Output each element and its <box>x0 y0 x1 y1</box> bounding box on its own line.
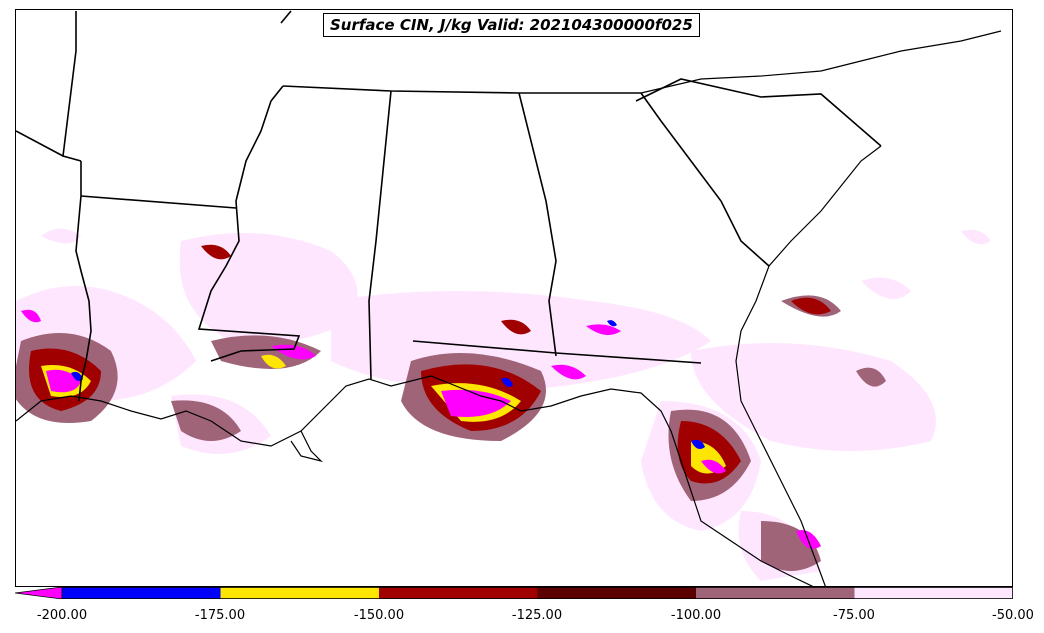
cin-region-blue <box>691 439 705 449</box>
cin-region-magenta <box>21 309 41 323</box>
colorbar-outline <box>61 587 1013 599</box>
arkansas-border <box>62 11 82 162</box>
gulf-coast <box>16 375 814 586</box>
cin-region-mauve <box>856 367 886 387</box>
map-panel <box>15 9 1013 587</box>
cin-region-magenta <box>46 369 81 393</box>
colorbar-bin <box>696 587 855 599</box>
cin-region-red <box>791 297 831 315</box>
map-title: Surface CIN, J/kg Valid: 202104300000f02… <box>323 13 700 37</box>
cin-region-magenta <box>551 364 586 380</box>
colorbar-tick-label: -50.00 <box>992 608 1034 623</box>
colorbar-tick-label: -100.00 <box>670 608 722 623</box>
mississippi-delta <box>290 430 323 463</box>
florida-border <box>412 340 702 364</box>
cin-region-red <box>201 244 231 260</box>
georgia-sc-border <box>640 92 770 267</box>
atlantic-coast <box>735 145 882 586</box>
missouri-line <box>16 130 64 157</box>
cin-region-red <box>501 319 531 335</box>
colorbar-bin <box>379 587 538 599</box>
cin-region-pink <box>179 233 358 344</box>
mississippi-alabama-border <box>368 90 392 380</box>
colorbar-tick-label: -125.00 <box>511 608 563 623</box>
cin-region-yellow <box>261 354 286 369</box>
tennessee-border <box>282 85 641 94</box>
colorbar-bin <box>62 587 221 599</box>
cin-region-mauve <box>761 521 821 571</box>
cin-region-blue <box>71 371 83 381</box>
cin-region-pink <box>41 228 81 244</box>
cin-region-mauve <box>211 335 321 369</box>
colorbar-tick-label: -200.00 <box>36 608 88 623</box>
colorbar-bin <box>854 587 1013 599</box>
cin-region-pink <box>861 277 911 299</box>
colorbar-bin <box>537 587 696 599</box>
cin-region-pink <box>961 229 991 245</box>
colorbar-tick-label: -150.00 <box>353 608 405 623</box>
texas-louisiana-border <box>75 161 92 402</box>
coastline <box>16 30 1002 586</box>
state-boundaries <box>16 10 882 402</box>
arkansas-louisiana-border <box>80 195 237 209</box>
cin-region-magenta <box>271 344 316 360</box>
north-carolina-border <box>635 78 882 147</box>
colorbar <box>15 587 1013 599</box>
colorbar-bin <box>220 587 379 599</box>
cin-region-magenta <box>701 459 726 474</box>
cin-region-mauve <box>171 400 241 441</box>
cin-shading <box>16 228 991 581</box>
cin-region-blue <box>607 320 617 327</box>
cin-region-blue <box>501 377 513 387</box>
cin-map <box>16 10 1002 586</box>
colorbar-tick-label: -75.00 <box>833 608 875 623</box>
cin-region-magenta <box>586 324 621 335</box>
tn-ky-line <box>280 10 292 24</box>
alabama-georgia-border <box>518 92 557 357</box>
cin-region-magenta <box>441 389 511 417</box>
colorbar-tick-label: -175.00 <box>194 608 246 623</box>
colorbar-extend-min <box>15 587 63 599</box>
ohio-river <box>640 30 1002 94</box>
mississippi-river <box>197 85 301 362</box>
